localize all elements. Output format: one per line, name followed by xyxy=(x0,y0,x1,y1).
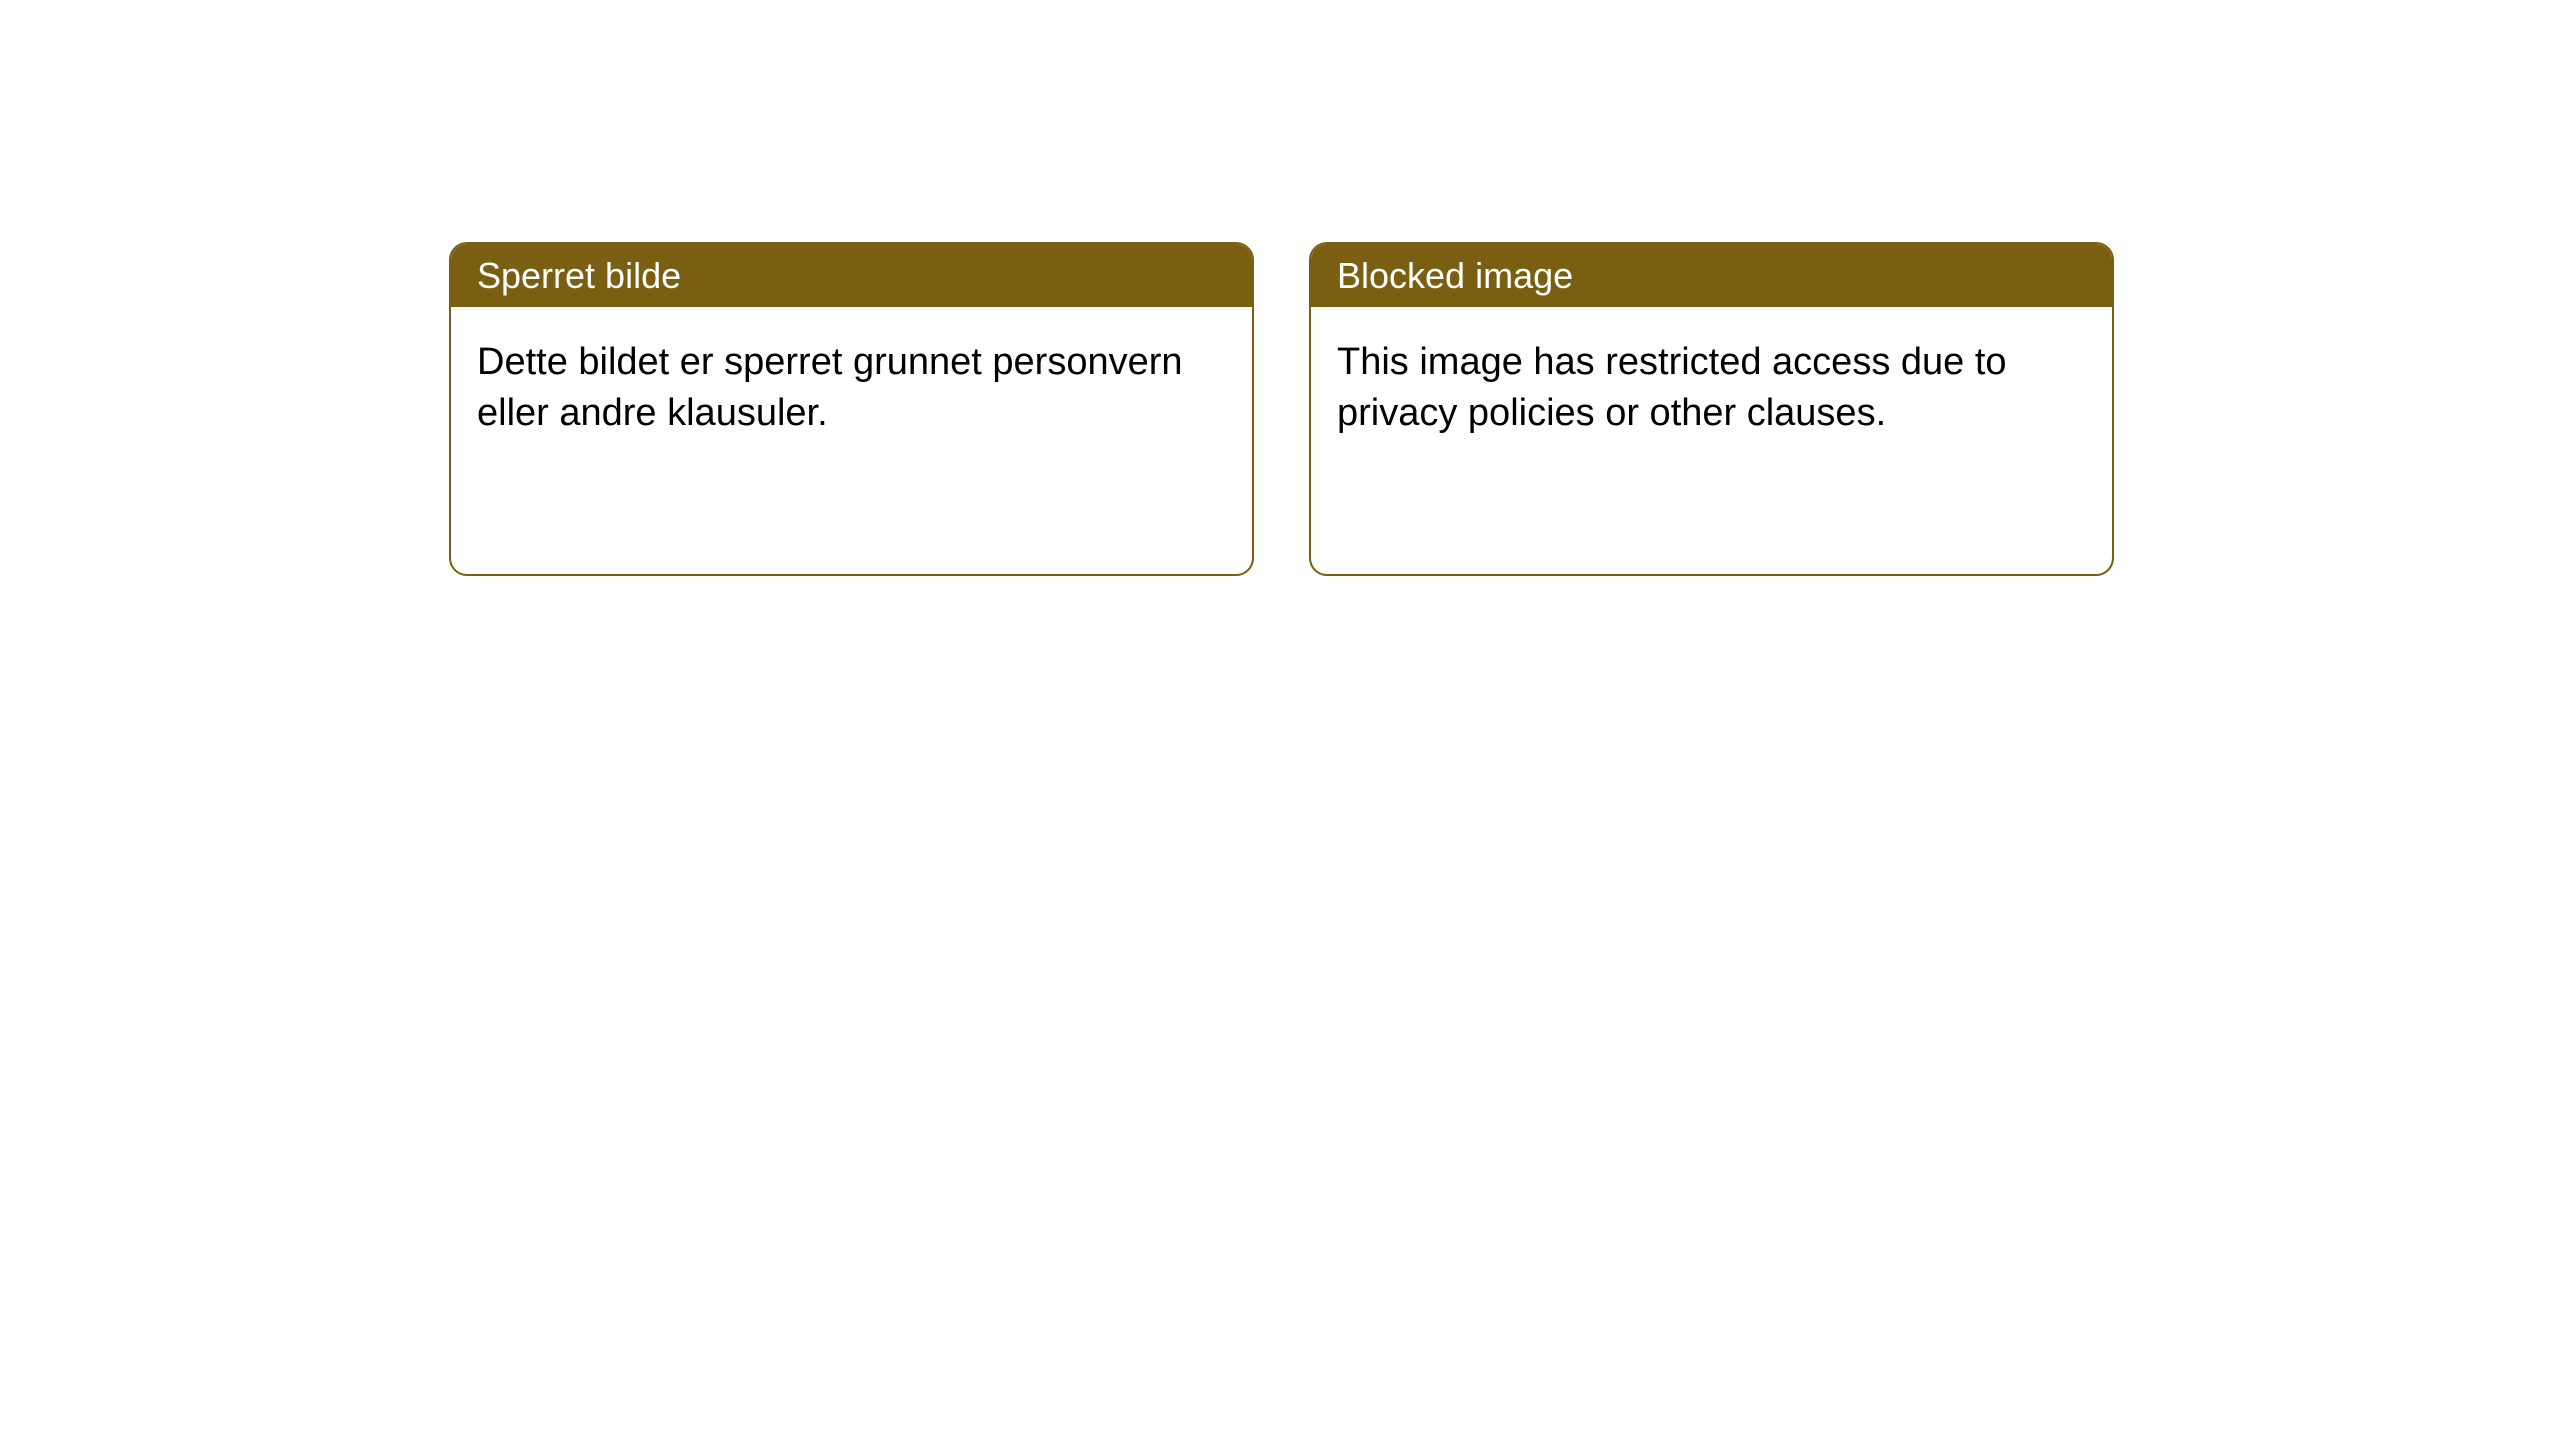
notice-container: Sperret bilde Dette bildet er sperret gr… xyxy=(449,242,2114,576)
notice-box-norwegian: Sperret bilde Dette bildet er sperret gr… xyxy=(449,242,1254,576)
notice-box-english: Blocked image This image has restricted … xyxy=(1309,242,2114,576)
notice-header: Blocked image xyxy=(1311,244,2112,307)
notice-body: Dette bildet er sperret grunnet personve… xyxy=(451,307,1252,470)
notice-header: Sperret bilde xyxy=(451,244,1252,307)
notice-body: This image has restricted access due to … xyxy=(1311,307,2112,470)
